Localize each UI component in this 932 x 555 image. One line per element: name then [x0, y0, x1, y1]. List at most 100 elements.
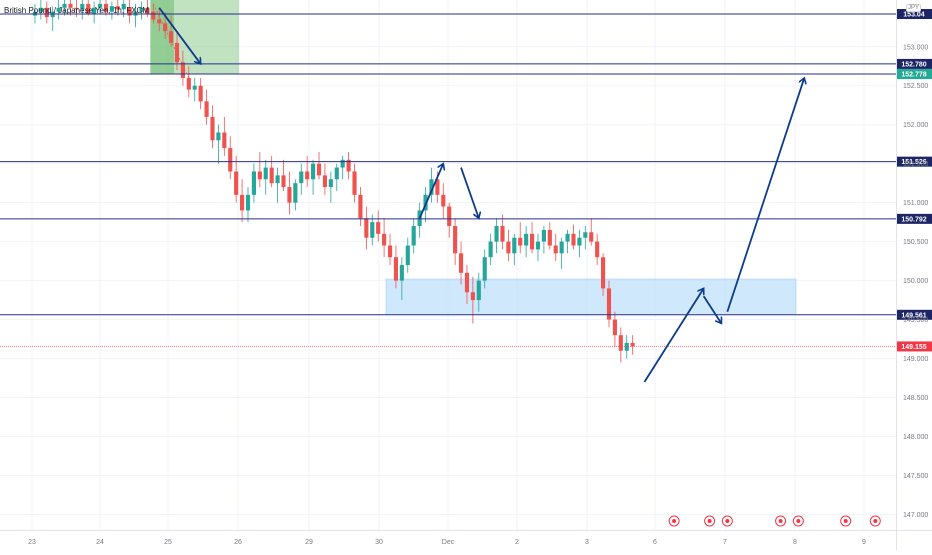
candle-body	[328, 179, 333, 188]
candle-body	[571, 233, 576, 246]
candle-body	[180, 62, 185, 78]
x-tick-label: 8	[793, 539, 797, 546]
candle-body	[80, 3, 85, 10]
candle-body	[429, 179, 434, 195]
level-badge-label: 152.778	[901, 72, 926, 79]
x-tick-label: 26	[234, 539, 242, 546]
candle-body	[145, 7, 150, 15]
candle-body	[293, 183, 298, 203]
x-tick-label: 23	[28, 539, 36, 546]
candle-body	[346, 159, 351, 172]
candle-body	[618, 335, 623, 351]
candle-body	[109, 6, 114, 12]
candle-body	[240, 194, 245, 211]
candle-body	[464, 272, 470, 293]
y-tick-label: 152.000	[903, 122, 928, 129]
trend-dashed-line	[152, 3, 190, 79]
grid	[0, 0, 896, 530]
event-marker-dot	[672, 519, 677, 523]
candle-body	[222, 132, 227, 149]
candle-body	[269, 167, 274, 184]
candle-body	[263, 167, 268, 180]
y-tick-label: 148.500	[903, 395, 928, 402]
x-tick-label: 30	[375, 539, 383, 546]
candle-body	[311, 163, 316, 180]
candle-body	[382, 233, 387, 246]
candle-body	[630, 342, 635, 347]
candle-body	[216, 132, 221, 141]
projection-arrow	[702, 295, 722, 323]
level-badge	[897, 309, 932, 320]
y-tick-label: 150.000	[903, 278, 928, 285]
candle-body	[405, 245, 410, 265]
event-marker-dot	[796, 519, 801, 523]
event-marker-dot	[707, 519, 712, 523]
candle-body	[204, 101, 209, 117]
candle-body	[524, 233, 529, 246]
x-tick-label: Dec	[442, 539, 455, 546]
candle-body	[86, 3, 91, 15]
candle-body	[411, 226, 416, 246]
candle-body	[192, 85, 197, 90]
candle-body	[305, 171, 310, 180]
candle-body	[299, 171, 304, 184]
candle-body	[174, 42, 180, 63]
y-tick-label: 147.500	[903, 473, 928, 480]
x-tick-label: 2	[515, 539, 519, 546]
level-badge	[897, 9, 932, 20]
projection-arrow	[158, 7, 200, 64]
candle-body	[74, 7, 79, 10]
candle-body	[447, 206, 452, 227]
candle-body	[494, 226, 499, 242]
candle-body	[121, 3, 126, 10]
candle-body	[583, 232, 588, 238]
candle-body	[322, 175, 328, 188]
level-badge	[897, 69, 932, 80]
candle-body	[186, 77, 191, 90]
candle-body	[476, 280, 481, 301]
candle-body	[565, 233, 570, 242]
candle-body	[506, 241, 511, 254]
y-tick-label: 153.000	[903, 44, 928, 51]
x-tick-label: 9	[862, 539, 866, 546]
candle-body	[441, 194, 446, 207]
candle-body	[612, 319, 617, 336]
y-tick-label: 151.000	[903, 200, 928, 207]
arrows	[152, 3, 804, 383]
candle-body	[68, 3, 73, 8]
candle-body	[97, 3, 103, 8]
y-tick-label: 151.500	[903, 161, 928, 168]
level-badge-label: 152.780	[901, 61, 926, 68]
candle-body	[577, 237, 582, 246]
x-tick-label: 3	[585, 539, 589, 546]
current-price-badge	[897, 341, 932, 352]
candle-body	[334, 167, 339, 180]
candle-body	[92, 7, 97, 15]
candle-body	[198, 85, 203, 102]
candle-body	[210, 116, 215, 141]
candle-body	[44, 7, 49, 18]
y-tick-label: 149.000	[903, 356, 928, 363]
x-tick-label: 7	[723, 539, 727, 546]
candles	[32, 0, 635, 363]
event-markers	[668, 515, 881, 527]
candle-body	[488, 241, 493, 258]
candle-body	[435, 179, 440, 195]
projection-arrow	[726, 78, 804, 313]
x-tick-label: 6	[653, 539, 657, 546]
candle-body	[251, 171, 256, 195]
candle-body	[559, 241, 564, 254]
level-badge	[897, 213, 932, 224]
candle-body	[281, 175, 286, 188]
candle-body	[103, 3, 109, 12]
projection-arrow	[460, 167, 479, 219]
candle-body	[541, 229, 546, 242]
level-badge-label: 150.792	[901, 216, 926, 223]
candle-body	[387, 245, 393, 258]
event-marker-dot	[873, 519, 878, 523]
y-tick-label: 150.500	[903, 239, 928, 246]
candle-body	[606, 288, 612, 320]
